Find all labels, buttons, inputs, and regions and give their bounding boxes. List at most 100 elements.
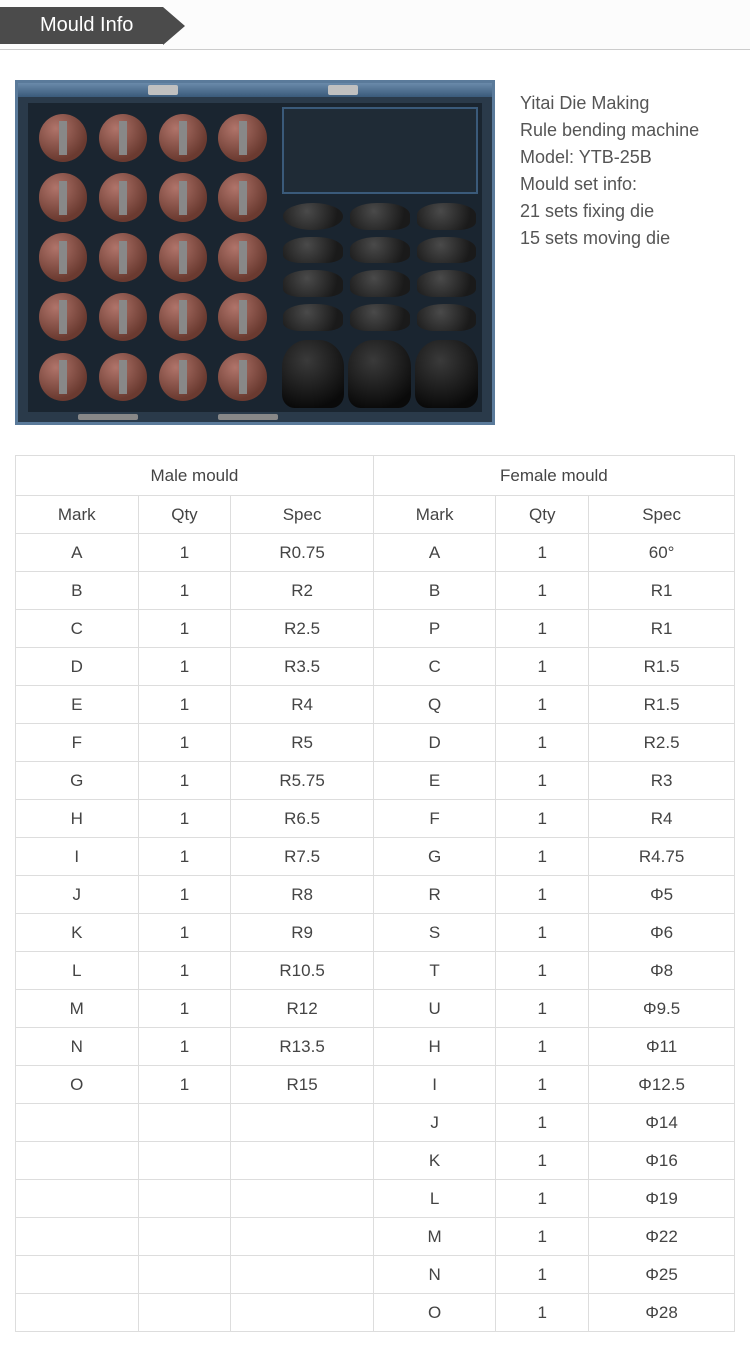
table-cell: R5 [231,724,373,762]
col-mark: Mark [373,496,496,534]
col-qty: Qty [496,496,589,534]
table-cell: F [373,800,496,838]
col-mark: Mark [16,496,139,534]
table-cell [138,1256,231,1294]
table-row: K1Φ16 [16,1142,735,1180]
table-cell: Φ25 [589,1256,735,1294]
table-cell: D [373,724,496,762]
table-cell: Φ22 [589,1218,735,1256]
table-cell: 1 [138,838,231,876]
info-line: Model: YTB-25B [520,144,699,171]
table-cell [16,1104,139,1142]
table-cell: 1 [496,1066,589,1104]
table-cell: N [373,1256,496,1294]
table-cell: 1 [496,1142,589,1180]
table-cell: 1 [138,686,231,724]
table-row: B1R2B1R1 [16,572,735,610]
table-cell: R12 [231,990,373,1028]
table-row: O1Φ28 [16,1294,735,1332]
table-cell: 1 [496,1218,589,1256]
table-cell: U [373,990,496,1028]
table-cell: R2.5 [231,610,373,648]
table-row: M1R12U1Φ9.5 [16,990,735,1028]
table-cell: 1 [496,534,589,572]
table-row: K1R9S1Φ6 [16,914,735,952]
table-cell: 1 [496,1104,589,1142]
table-cell [231,1256,373,1294]
table-cell: 1 [496,876,589,914]
table-cell: Φ12.5 [589,1066,735,1104]
table-row: G1R5.75E1R3 [16,762,735,800]
table-cell: A [16,534,139,572]
table-cell [138,1142,231,1180]
table-cell: 1 [138,534,231,572]
col-qty: Qty [138,496,231,534]
table-cell: H [16,800,139,838]
table-cell: R15 [231,1066,373,1104]
table-cell: G [373,838,496,876]
table-cell: R1.5 [589,686,735,724]
table-row: L1R10.5T1Φ8 [16,952,735,990]
table-cell: 1 [496,572,589,610]
table-cell: C [16,610,139,648]
table-cell: 1 [496,800,589,838]
table-row: E1R4Q1R1.5 [16,686,735,724]
table-cell: E [373,762,496,800]
table-cell: 1 [496,762,589,800]
table-cell: 1 [138,572,231,610]
table-col-header: Mark Qty Spec Mark Qty Spec [16,496,735,534]
table-row: F1R5D1R2.5 [16,724,735,762]
table-cell: I [373,1066,496,1104]
table-cell: J [373,1104,496,1142]
table-cell: 1 [496,914,589,952]
table-cell: R10.5 [231,952,373,990]
table-cell: R1.5 [589,648,735,686]
table-cell: N [16,1028,139,1066]
table-cell: R1 [589,572,735,610]
table-cell: 1 [496,1028,589,1066]
table-cell: R [373,876,496,914]
table-cell: O [373,1294,496,1332]
table-row: O1R15I1Φ12.5 [16,1066,735,1104]
table-cell: R2 [231,572,373,610]
spec-table: Male mould Female mould Mark Qty Spec Ma… [15,455,735,1332]
section-header: Mould Info [0,0,750,50]
table-cell: M [16,990,139,1028]
table-row: D1R3.5C1R1.5 [16,648,735,686]
table-cell: D [16,648,139,686]
info-line: 21 sets fixing die [520,198,699,225]
table-cell [16,1218,139,1256]
table-cell: 1 [496,1256,589,1294]
info-line: Rule bending machine [520,117,699,144]
section-title: Mould Info [0,7,163,44]
table-cell: G [16,762,139,800]
table-cell [231,1294,373,1332]
table-cell: 1 [496,838,589,876]
table-cell: R6.5 [231,800,373,838]
table-cell: 1 [496,686,589,724]
table-cell [231,1180,373,1218]
table-cell: 1 [496,952,589,990]
col-spec: Spec [589,496,735,534]
table-cell: K [16,914,139,952]
table-cell: R2.5 [589,724,735,762]
table-cell: Φ5 [589,876,735,914]
table-cell [231,1218,373,1256]
table-cell: B [373,572,496,610]
table-cell: 1 [138,762,231,800]
table-row: C1R2.5P1R1 [16,610,735,648]
info-line: Yitai Die Making [520,90,699,117]
table-cell: R8 [231,876,373,914]
table-cell: T [373,952,496,990]
table-cell: 1 [138,724,231,762]
table-cell [231,1104,373,1142]
spec-table-wrap: Male mould Female mould Mark Qty Spec Ma… [0,455,750,1332]
table-cell: R5.75 [231,762,373,800]
table-row: I1R7.5G1R4.75 [16,838,735,876]
table-cell [138,1294,231,1332]
table-cell: I [16,838,139,876]
table-cell: R9 [231,914,373,952]
table-row: H1R6.5F1R4 [16,800,735,838]
table-cell: 1 [138,800,231,838]
table-cell: R4.75 [589,838,735,876]
